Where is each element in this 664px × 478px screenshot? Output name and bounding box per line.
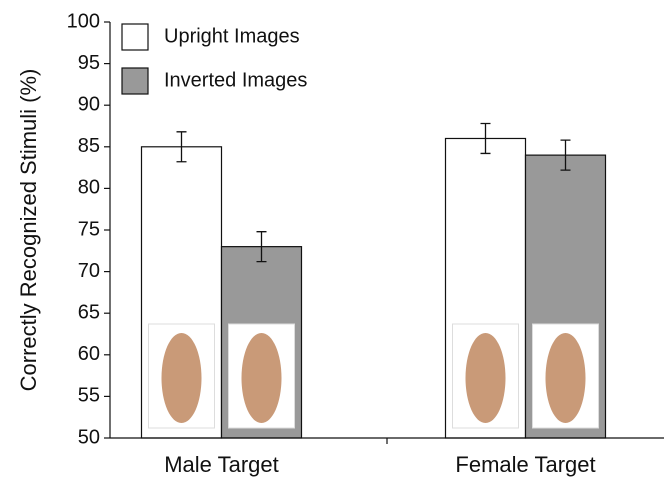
- stimulus-figure: [465, 333, 506, 423]
- x-tick-label: Female Target: [455, 452, 595, 477]
- legend-label: Upright Images: [164, 25, 300, 47]
- y-tick-label: 55: [78, 385, 100, 407]
- y-axis-label: Correctly Recognized Stimuli (%): [16, 69, 41, 392]
- y-tick-label: 85: [78, 135, 100, 157]
- stimulus-figure: [161, 333, 202, 423]
- legend-swatch: [121, 67, 149, 95]
- y-tick-label: 100: [67, 10, 100, 32]
- legend-swatch: [121, 23, 149, 51]
- legend-label: Inverted Images: [164, 69, 307, 91]
- error-bar: [176, 131, 187, 163]
- y-tick-label: 70: [78, 260, 100, 282]
- stimulus-figure: [545, 333, 586, 423]
- y-tick-label: 65: [78, 301, 100, 323]
- error-bar: [256, 231, 267, 263]
- y-tick-label: 90: [78, 93, 100, 115]
- y-tick-label: 75: [78, 218, 100, 240]
- x-tick-label: Male Target: [164, 452, 279, 477]
- y-tick-label: 60: [78, 343, 100, 365]
- y-tick-label: 80: [78, 177, 100, 199]
- error-bar: [560, 139, 571, 171]
- error-bar: [480, 122, 491, 155]
- y-tick-label: 50: [78, 426, 100, 448]
- y-tick-label: 95: [78, 52, 100, 74]
- stimulus-figure: [241, 333, 282, 423]
